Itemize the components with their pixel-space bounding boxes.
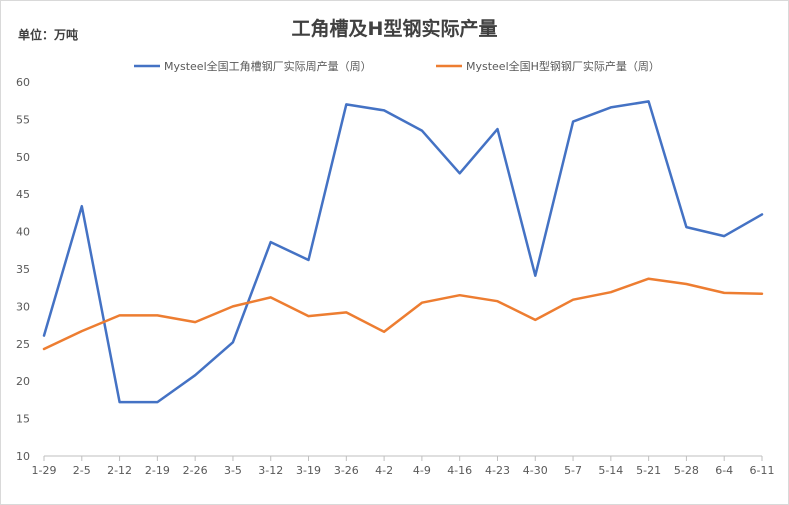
x-tick-label: 3-19 (296, 464, 321, 477)
x-tick-label: 2-26 (183, 464, 208, 477)
y-tick-label: 30 (16, 300, 30, 313)
x-tick-label: 5-21 (636, 464, 661, 477)
x-tick-label: 2-12 (107, 464, 132, 477)
y-tick-label: 55 (16, 113, 30, 126)
x-tick-label: 2-5 (73, 464, 91, 477)
y-tick-label: 25 (16, 338, 30, 351)
x-tick-label: 4-16 (447, 464, 472, 477)
legend-label-2: Mysteel全国H型钢钢厂实际产量（周） (466, 59, 660, 73)
series-line-2 (42, 277, 764, 351)
x-tick-label: 6-11 (750, 464, 775, 477)
x-tick-label: 1-29 (32, 464, 57, 477)
x-tick-label: 4-9 (413, 464, 431, 477)
series-line-1 (42, 100, 764, 404)
y-tick-label: 60 (16, 76, 30, 89)
unit-label: 单位：万吨 (18, 28, 79, 42)
x-tick-label: 4-23 (485, 464, 510, 477)
x-tick-label: 4-30 (523, 464, 548, 477)
x-tick-label: 3-5 (224, 464, 242, 477)
x-tick-label: 4-2 (375, 464, 393, 477)
x-tick-label: 6-4 (715, 464, 733, 477)
x-axis: 1-29 2-5 2-12 2-19 2-26 3-5 3-12 3-19 3-26 4-2 4-9… (32, 455, 775, 477)
y-tick-label: 40 (16, 226, 30, 239)
x-tick-label: 5-28 (674, 464, 699, 477)
legend: Mysteel全国工角槽钢厂实际周产量（周） Mysteel全国H型钢钢厂实际产量… (134, 59, 660, 73)
y-tick-label: 35 (16, 263, 30, 276)
series-group (42, 100, 764, 404)
x-tick-label: 5-7 (564, 464, 582, 477)
y-axis: 10 15 20 25 30 35 40 45 50 55 60 (16, 76, 30, 463)
y-tick-label: 45 (16, 188, 30, 201)
y-tick-label: 10 (16, 450, 30, 463)
chart-title: 工角槽及H型钢实际产量 (291, 18, 498, 40)
y-tick-label: 50 (16, 151, 30, 164)
x-tick-label: 5-14 (598, 464, 623, 477)
y-tick-label: 15 (16, 413, 30, 426)
legend-label-1: Mysteel全国工角槽钢厂实际周产量（周） (164, 59, 372, 73)
x-tick-label: 3-26 (334, 464, 359, 477)
x-tick-label: 3-12 (258, 464, 283, 477)
y-tick-label: 20 (16, 375, 30, 388)
x-tick-label: 2-19 (145, 464, 170, 477)
